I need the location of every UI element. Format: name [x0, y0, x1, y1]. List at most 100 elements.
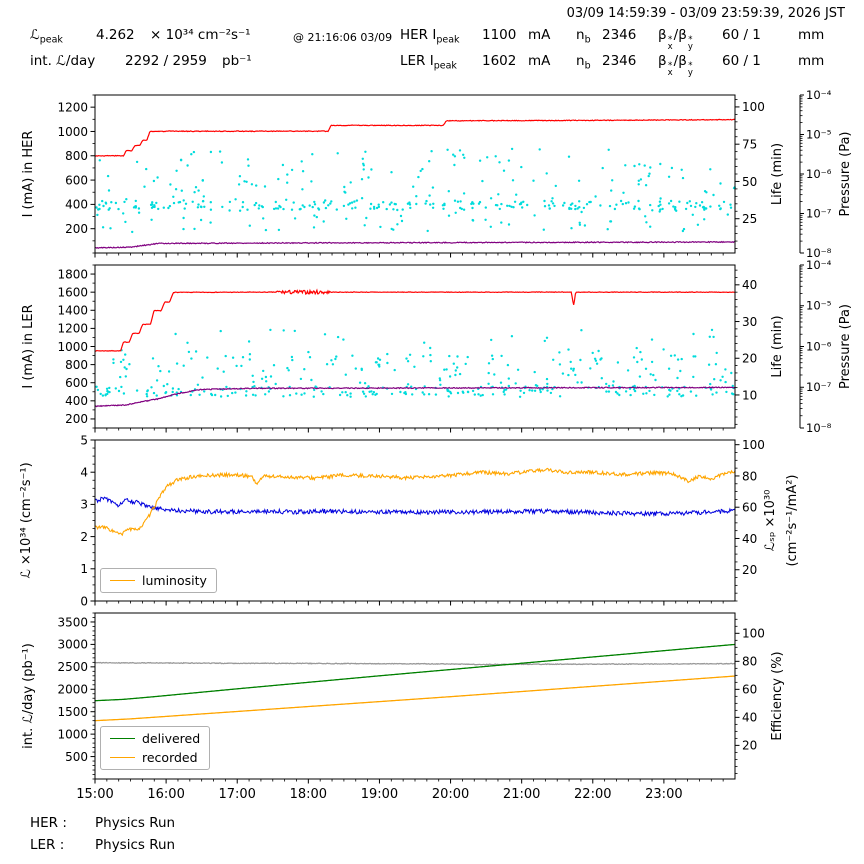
- axis-title: int. ℒ/day (pb⁻¹): [21, 643, 36, 749]
- luminosity-legend-label: luminosity: [142, 573, 207, 588]
- y-tick-label: 1800: [57, 267, 88, 281]
- ler-ipeak-label: LER Ipeak: [400, 53, 457, 72]
- y-tick-label: 1400: [57, 304, 88, 318]
- pressure-tick-label: 10⁻⁶: [806, 339, 832, 353]
- y-tick-label: 1000: [57, 727, 88, 741]
- y2-tick-label: 60: [742, 683, 757, 697]
- axis-title: Pressure (Pa): [838, 131, 853, 216]
- efficiency-line: [94, 661, 736, 666]
- y2-tick-label: 20: [742, 563, 757, 577]
- axis-title: ℒₛₚ ×10³⁰: [763, 490, 778, 552]
- her-ipeak-label: HER Ipeak: [400, 27, 460, 46]
- y-tick-label: 3000: [57, 638, 88, 652]
- pressure-tick-label: 10⁻⁵: [806, 299, 832, 313]
- y-tick-label: 1: [80, 562, 88, 576]
- beta-value-her: 60 / 1: [722, 27, 761, 43]
- y-tick-label: 600: [65, 173, 88, 187]
- y-tick-label: 3500: [57, 615, 88, 629]
- y2-tick-label: 40: [742, 532, 757, 546]
- axis-title: (cm⁻²s⁻¹/mA²): [785, 474, 800, 566]
- delivered-line: [95, 643, 736, 702]
- pressure-tick-label: 10⁻⁷: [806, 380, 832, 394]
- legend-item-luminosity: luminosity: [110, 573, 207, 588]
- x-tick-label: 19:00: [361, 787, 398, 802]
- y-tick-label: 400: [65, 198, 88, 212]
- intlumi-unit: pb⁻¹: [222, 53, 252, 69]
- recorded-line: [94, 675, 736, 722]
- y-tick-label: 0: [80, 594, 88, 608]
- panel-lumi: 0 1 2 3 4 5 ℒ ×10³⁴ (cm⁻²s⁻¹) 20 40 60 80 100 ℒₛₚ ×1…: [19, 433, 800, 608]
- pressure-tick-label: 10⁻⁴: [806, 88, 832, 102]
- pressure-tick-label: 10⁻⁸: [806, 246, 832, 260]
- her-ipeak-unit: mA: [528, 27, 551, 43]
- y-tick-label: 800: [65, 358, 88, 372]
- y-tick-label: 2: [80, 530, 88, 544]
- x-tick-label: 18:00: [290, 787, 327, 802]
- x-tick-label: 23:00: [645, 787, 682, 802]
- specific-luminosity-line: [94, 496, 736, 518]
- x-tick-label: 20:00: [432, 787, 469, 802]
- pressure-tick-label: 10⁻⁶: [806, 167, 832, 181]
- axis-title: Pressure (Pa): [838, 304, 853, 389]
- recorded-line-swatch: [110, 757, 135, 758]
- nb-value-ler: 2346: [602, 53, 637, 69]
- beta-unit-ler: mm: [798, 53, 825, 69]
- y-tick-label: 3: [80, 498, 88, 512]
- beta-unit-her: mm: [798, 27, 825, 43]
- axis-title: I (mA) in LER: [21, 304, 36, 388]
- y2-tick-label: 20: [742, 352, 757, 366]
- luminosity-line: [94, 467, 736, 537]
- ler-current-line: [95, 288, 736, 352]
- y-tick-label: 800: [65, 149, 88, 163]
- lpeak-timestamp: @ 21:16:06 03/09: [293, 31, 393, 44]
- lpeak-value: 4.262: [96, 27, 135, 43]
- nb-value-her: 2346: [602, 27, 637, 43]
- panel-intl: 15:00 16:00 17:00 18:00 19:00 20:00 21:00 22:00…: [21, 612, 785, 802]
- ler-pressure-line: [94, 386, 736, 408]
- pressure-tick-label: 10⁻⁴: [806, 258, 832, 272]
- legend-luminosity: luminosity: [100, 568, 217, 593]
- her-status-value: Physics Run: [95, 815, 176, 831]
- ler-ipeak-value: 1602: [482, 53, 517, 69]
- y-tick-label: 400: [65, 394, 88, 408]
- y-tick-label: 1500: [57, 705, 88, 719]
- y-tick-label: 4: [80, 466, 88, 480]
- x-tick-label: 17:00: [218, 787, 255, 802]
- ler-status-label: LER :: [30, 837, 65, 853]
- legend-item-delivered: delivered: [110, 731, 200, 746]
- beta-label-her: β * x/β * y: [658, 27, 693, 52]
- y-tick-label: 1000: [57, 340, 88, 354]
- y2-tick-label: 80: [742, 655, 757, 669]
- axis-title: I (mA) in HER: [21, 131, 36, 218]
- axis-title: ℒ ×10³⁴ (cm⁻²s⁻¹): [19, 462, 34, 578]
- axis-title: Efficiency (%): [770, 651, 785, 740]
- her-current-line: [94, 118, 736, 157]
- y2-tick-label: 50: [742, 175, 757, 189]
- delivered-legend-label: delivered: [142, 731, 201, 746]
- y2-tick-label: 60: [742, 501, 757, 515]
- panel-ler: 200 400 600 800 1000 1200 1400 1600 1800 I (mA) i…: [21, 258, 853, 435]
- y2-tick-label: 10: [742, 388, 757, 402]
- y2-tick-label: 100: [742, 627, 765, 641]
- y2-tick-label: 25: [742, 212, 757, 226]
- x-tick-label: 15:00: [76, 787, 113, 802]
- intlumi-value: 2292 / 2959: [125, 53, 207, 69]
- beta-label-ler: β * x/β * y: [658, 53, 693, 78]
- y-tick-label: 200: [65, 412, 88, 426]
- intlumi-label: int. ℒ/day: [30, 53, 96, 69]
- legend-item-recorded: recorded: [110, 750, 200, 765]
- y2-tick-label: 100: [742, 438, 765, 452]
- her-lifetime-scatter: [95, 147, 736, 234]
- pressure-tick-label: 10⁻⁸: [806, 421, 832, 435]
- y-tick-label: 1600: [57, 285, 88, 299]
- date-range: 03/09 14:59:39 - 03/09 23:59:39, 2026 JS…: [566, 6, 845, 21]
- y-tick-label: 1000: [57, 125, 88, 139]
- ler-ipeak-unit: mA: [528, 53, 551, 69]
- her-ipeak-value: 1100: [482, 27, 517, 43]
- y2-tick-label: 40: [742, 711, 757, 725]
- y-tick-label: 2000: [57, 683, 88, 697]
- y2-tick-label: 20: [742, 739, 757, 753]
- her-pressure-line: [94, 240, 736, 249]
